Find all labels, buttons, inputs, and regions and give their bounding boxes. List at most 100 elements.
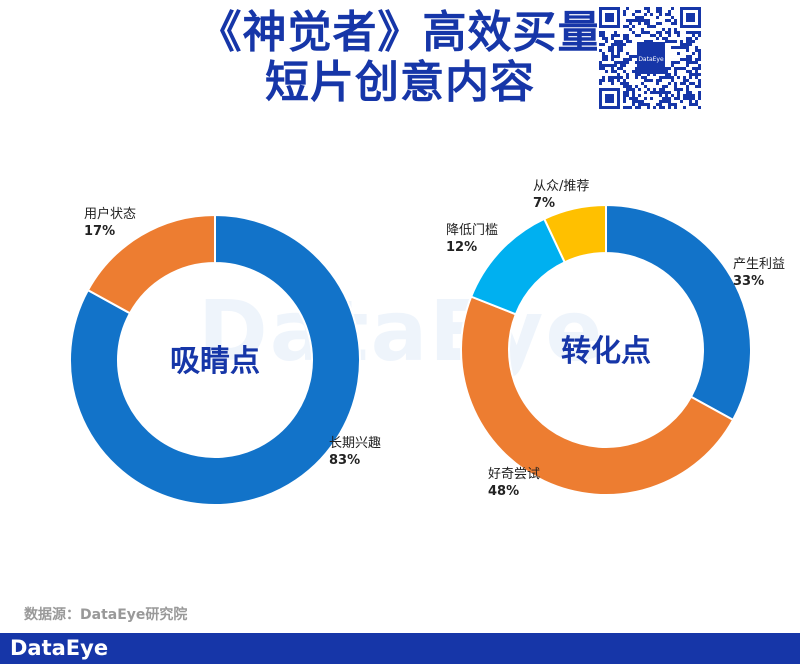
qr-module (698, 97, 701, 100)
qr-module (686, 58, 689, 61)
qr-module (668, 13, 671, 16)
qr-module (674, 97, 677, 100)
qr-module (665, 94, 668, 97)
qr-module (680, 88, 683, 91)
qr-module (611, 70, 614, 73)
qr-module (695, 61, 698, 64)
qr-module (614, 55, 617, 58)
qr-module (614, 76, 617, 79)
slice-label: 好奇尝试 (488, 466, 540, 482)
qr-module (692, 61, 695, 64)
qr-module (623, 34, 626, 37)
qr-module (665, 67, 668, 70)
qr-module (689, 31, 692, 34)
qr-module (638, 106, 641, 109)
slice-label: 用户状态 (84, 206, 136, 222)
qr-module (614, 43, 617, 46)
qr-module (611, 58, 614, 61)
qr-module (698, 85, 701, 88)
qr-module (626, 94, 629, 97)
qr-module (647, 10, 650, 13)
qr-module (659, 103, 662, 106)
qr-module (668, 19, 671, 22)
qr-module (650, 91, 653, 94)
qr-module (671, 40, 674, 43)
qr-module (695, 31, 698, 34)
qr-module (686, 85, 689, 88)
qr-module (599, 79, 602, 82)
qr-module (638, 100, 641, 103)
qr-module (626, 82, 629, 85)
qr-module (662, 37, 665, 40)
qr-module (647, 106, 650, 109)
qr-module (632, 55, 635, 58)
qr-module (638, 22, 641, 25)
qr-module (602, 34, 605, 37)
qr-module (668, 10, 671, 13)
qr-module (665, 13, 668, 16)
qr-module (686, 70, 689, 73)
donut-slice-0 (605, 203, 752, 422)
qr-module (686, 55, 689, 58)
qr-module (677, 76, 680, 79)
qr-module (668, 91, 671, 94)
qr-module (635, 106, 638, 109)
qr-module (692, 67, 695, 70)
qr-module (635, 61, 638, 64)
qr-module (689, 40, 692, 43)
qr-module (689, 73, 692, 76)
qr-module (635, 55, 638, 58)
qr-module (644, 7, 647, 10)
qr-module (632, 94, 635, 97)
qr-module (623, 13, 626, 16)
qr-module (650, 79, 653, 82)
qr-module (614, 61, 617, 64)
qr-module (665, 85, 668, 88)
qr-module (641, 82, 644, 85)
slice-label: 降低门槛 (446, 223, 498, 238)
qr-module (674, 103, 677, 106)
qr-module (602, 58, 605, 61)
qr-module (680, 43, 683, 46)
qr-module (602, 43, 605, 46)
qr-module (644, 19, 647, 22)
qr-module (686, 79, 689, 82)
qr-module (638, 73, 641, 76)
qr-module (656, 31, 659, 34)
slice-percent: 33% (733, 274, 764, 289)
qr-module (599, 61, 602, 64)
qr-module (638, 88, 641, 91)
qr-module (629, 55, 632, 58)
qr-module (617, 46, 620, 49)
qr-module (698, 52, 701, 55)
qr-module (638, 94, 641, 97)
qr-module (683, 67, 686, 70)
qr-module (674, 31, 677, 34)
qr-module (629, 88, 632, 91)
qr-module (695, 100, 698, 103)
footer-bar: DataEye (0, 633, 800, 664)
qr-module (629, 22, 632, 25)
data-source: 数据源：DataEye研究院 (24, 607, 188, 623)
donut-center-label: 吸睛点 (170, 344, 260, 379)
qr-module (689, 61, 692, 64)
qr-module (674, 88, 677, 91)
slice-label: 从众/推荐 (533, 179, 589, 194)
qr-module (632, 13, 635, 16)
qr-module (620, 67, 623, 70)
qr-module (647, 31, 650, 34)
qr-module (644, 31, 647, 34)
qr-module (656, 79, 659, 82)
qr-module (689, 43, 692, 46)
qr-module (653, 91, 656, 94)
qr-module (677, 46, 680, 49)
qr-module (668, 76, 671, 79)
qr-module (611, 79, 614, 82)
qr-module (689, 55, 692, 58)
qr-module (665, 76, 668, 79)
footer-logo: DataEye (10, 636, 109, 660)
qr-module (653, 106, 656, 109)
qr-module (689, 76, 692, 79)
qr-module (635, 10, 638, 13)
qr-module (698, 49, 701, 52)
